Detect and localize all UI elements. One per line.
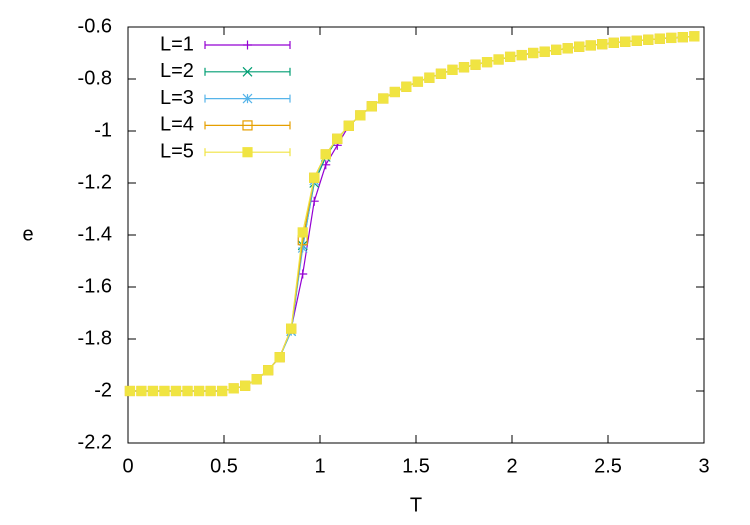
data-point [205, 385, 216, 397]
data-point [447, 64, 458, 76]
legend-marker [242, 93, 253, 104]
data-point [309, 172, 320, 183]
data-point [435, 68, 447, 79]
series-line [129, 35, 695, 392]
data-point [401, 81, 412, 92]
y-tick-label: -1 [94, 119, 112, 141]
y-tick-label: -1.8 [78, 327, 112, 349]
y-tick-label: -0.8 [78, 67, 112, 89]
data-point [539, 46, 550, 57]
data-point [493, 54, 504, 65]
data-point [608, 37, 619, 48]
y-tick-label: -1.2 [78, 171, 112, 193]
data-point [666, 32, 677, 44]
y-tick-label: -2.2 [78, 431, 112, 453]
legend-label: L=3 [160, 87, 194, 109]
data-point [124, 385, 136, 397]
data-point [159, 385, 170, 397]
legend-marker [242, 147, 253, 158]
y-axis-label: e [22, 223, 33, 245]
legend-marker [242, 120, 253, 131]
data-point [366, 101, 377, 112]
data-point [412, 76, 424, 87]
legend-label: L=1 [160, 33, 194, 55]
data-point [378, 93, 389, 104]
data-point [228, 383, 239, 394]
data-point [597, 39, 608, 50]
data-point [585, 40, 596, 51]
legend-marker [242, 66, 253, 77]
legend-label: L=2 [160, 60, 194, 82]
series-line [129, 35, 695, 392]
x-tick-label: 1.5 [402, 455, 430, 477]
series-line [129, 35, 695, 392]
legend-label: L=4 [160, 114, 194, 136]
x-tick-label: 1 [314, 455, 325, 477]
data-point [654, 33, 665, 44]
data-point [286, 323, 297, 334]
data-point [355, 110, 366, 121]
data-point [631, 35, 642, 46]
data-point [424, 72, 435, 83]
data-point [551, 44, 562, 55]
data-point [251, 374, 262, 385]
data-point [182, 385, 193, 397]
data-point [643, 34, 654, 45]
x-tick-label: 3 [698, 455, 709, 477]
data-point [470, 59, 481, 70]
data-point [216, 385, 228, 397]
data-point [297, 243, 308, 253]
data-point [528, 47, 539, 59]
data-point [136, 385, 147, 397]
data-point [389, 86, 400, 98]
x-tick-label: 0 [122, 455, 133, 477]
x-axis-label: T [410, 494, 422, 516]
data-point [504, 51, 516, 63]
data-point [677, 32, 688, 43]
data-point [170, 385, 182, 397]
x-tick-label: 0.5 [210, 455, 238, 477]
series-line [129, 35, 695, 392]
data-point [147, 385, 159, 397]
legend-label: L=5 [160, 140, 194, 162]
x-tick-label: 2.5 [594, 455, 622, 477]
data-point [274, 352, 285, 363]
data-point [481, 56, 493, 68]
data-point [516, 49, 527, 61]
data-point [343, 120, 354, 131]
data-point [263, 365, 274, 376]
data-point [332, 133, 343, 144]
data-point [620, 36, 631, 47]
legend-marker [243, 40, 252, 50]
data-point [320, 149, 331, 160]
series-line [129, 35, 695, 392]
data-point [240, 380, 251, 391]
y-tick-label: -1.4 [78, 223, 112, 245]
y-tick-label: -0.6 [78, 15, 112, 37]
data-point [574, 41, 585, 52]
y-tick-label: -2 [94, 379, 112, 401]
y-tick-label: -1.6 [78, 275, 112, 297]
x-tick-label: 2 [506, 455, 517, 477]
data-point [193, 385, 205, 397]
data-point [689, 31, 700, 42]
plot-frame [127, 26, 705, 444]
data-point [562, 43, 573, 54]
data-point [297, 227, 308, 238]
data-point [458, 62, 470, 73]
